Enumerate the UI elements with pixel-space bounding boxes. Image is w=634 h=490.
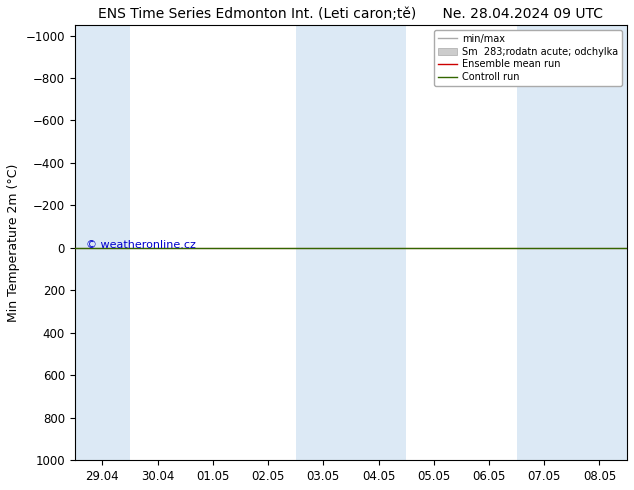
Text: © weatheronline.cz: © weatheronline.cz [86,240,196,250]
Bar [517,25,627,460]
Legend: min/max, Sm  283;rodatn acute; odchylka, Ensemble mean run, Controll run: min/max, Sm 283;rodatn acute; odchylka, … [434,30,622,86]
Bar [75,25,130,460]
Y-axis label: Min Temperature 2m (°C): Min Temperature 2m (°C) [7,164,20,322]
Title: ENS Time Series Edmonton Int. (Leti caron;tě)      Ne. 28.04.2024 09 UTC: ENS Time Series Edmonton Int. (Leti caro… [98,7,604,21]
Bar [295,25,406,460]
